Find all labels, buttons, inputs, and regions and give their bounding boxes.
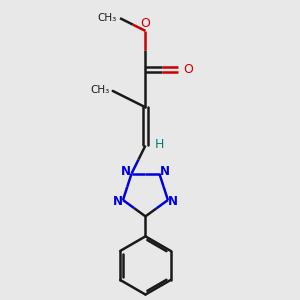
- Text: CH₃: CH₃: [97, 13, 116, 23]
- Text: O: O: [184, 63, 194, 76]
- Text: N: N: [121, 165, 131, 178]
- Text: N: N: [168, 195, 178, 208]
- Text: O: O: [140, 17, 150, 30]
- Text: CH₃: CH₃: [91, 85, 110, 95]
- Text: H: H: [154, 138, 164, 151]
- Text: N: N: [160, 165, 170, 178]
- Text: N: N: [113, 195, 123, 208]
